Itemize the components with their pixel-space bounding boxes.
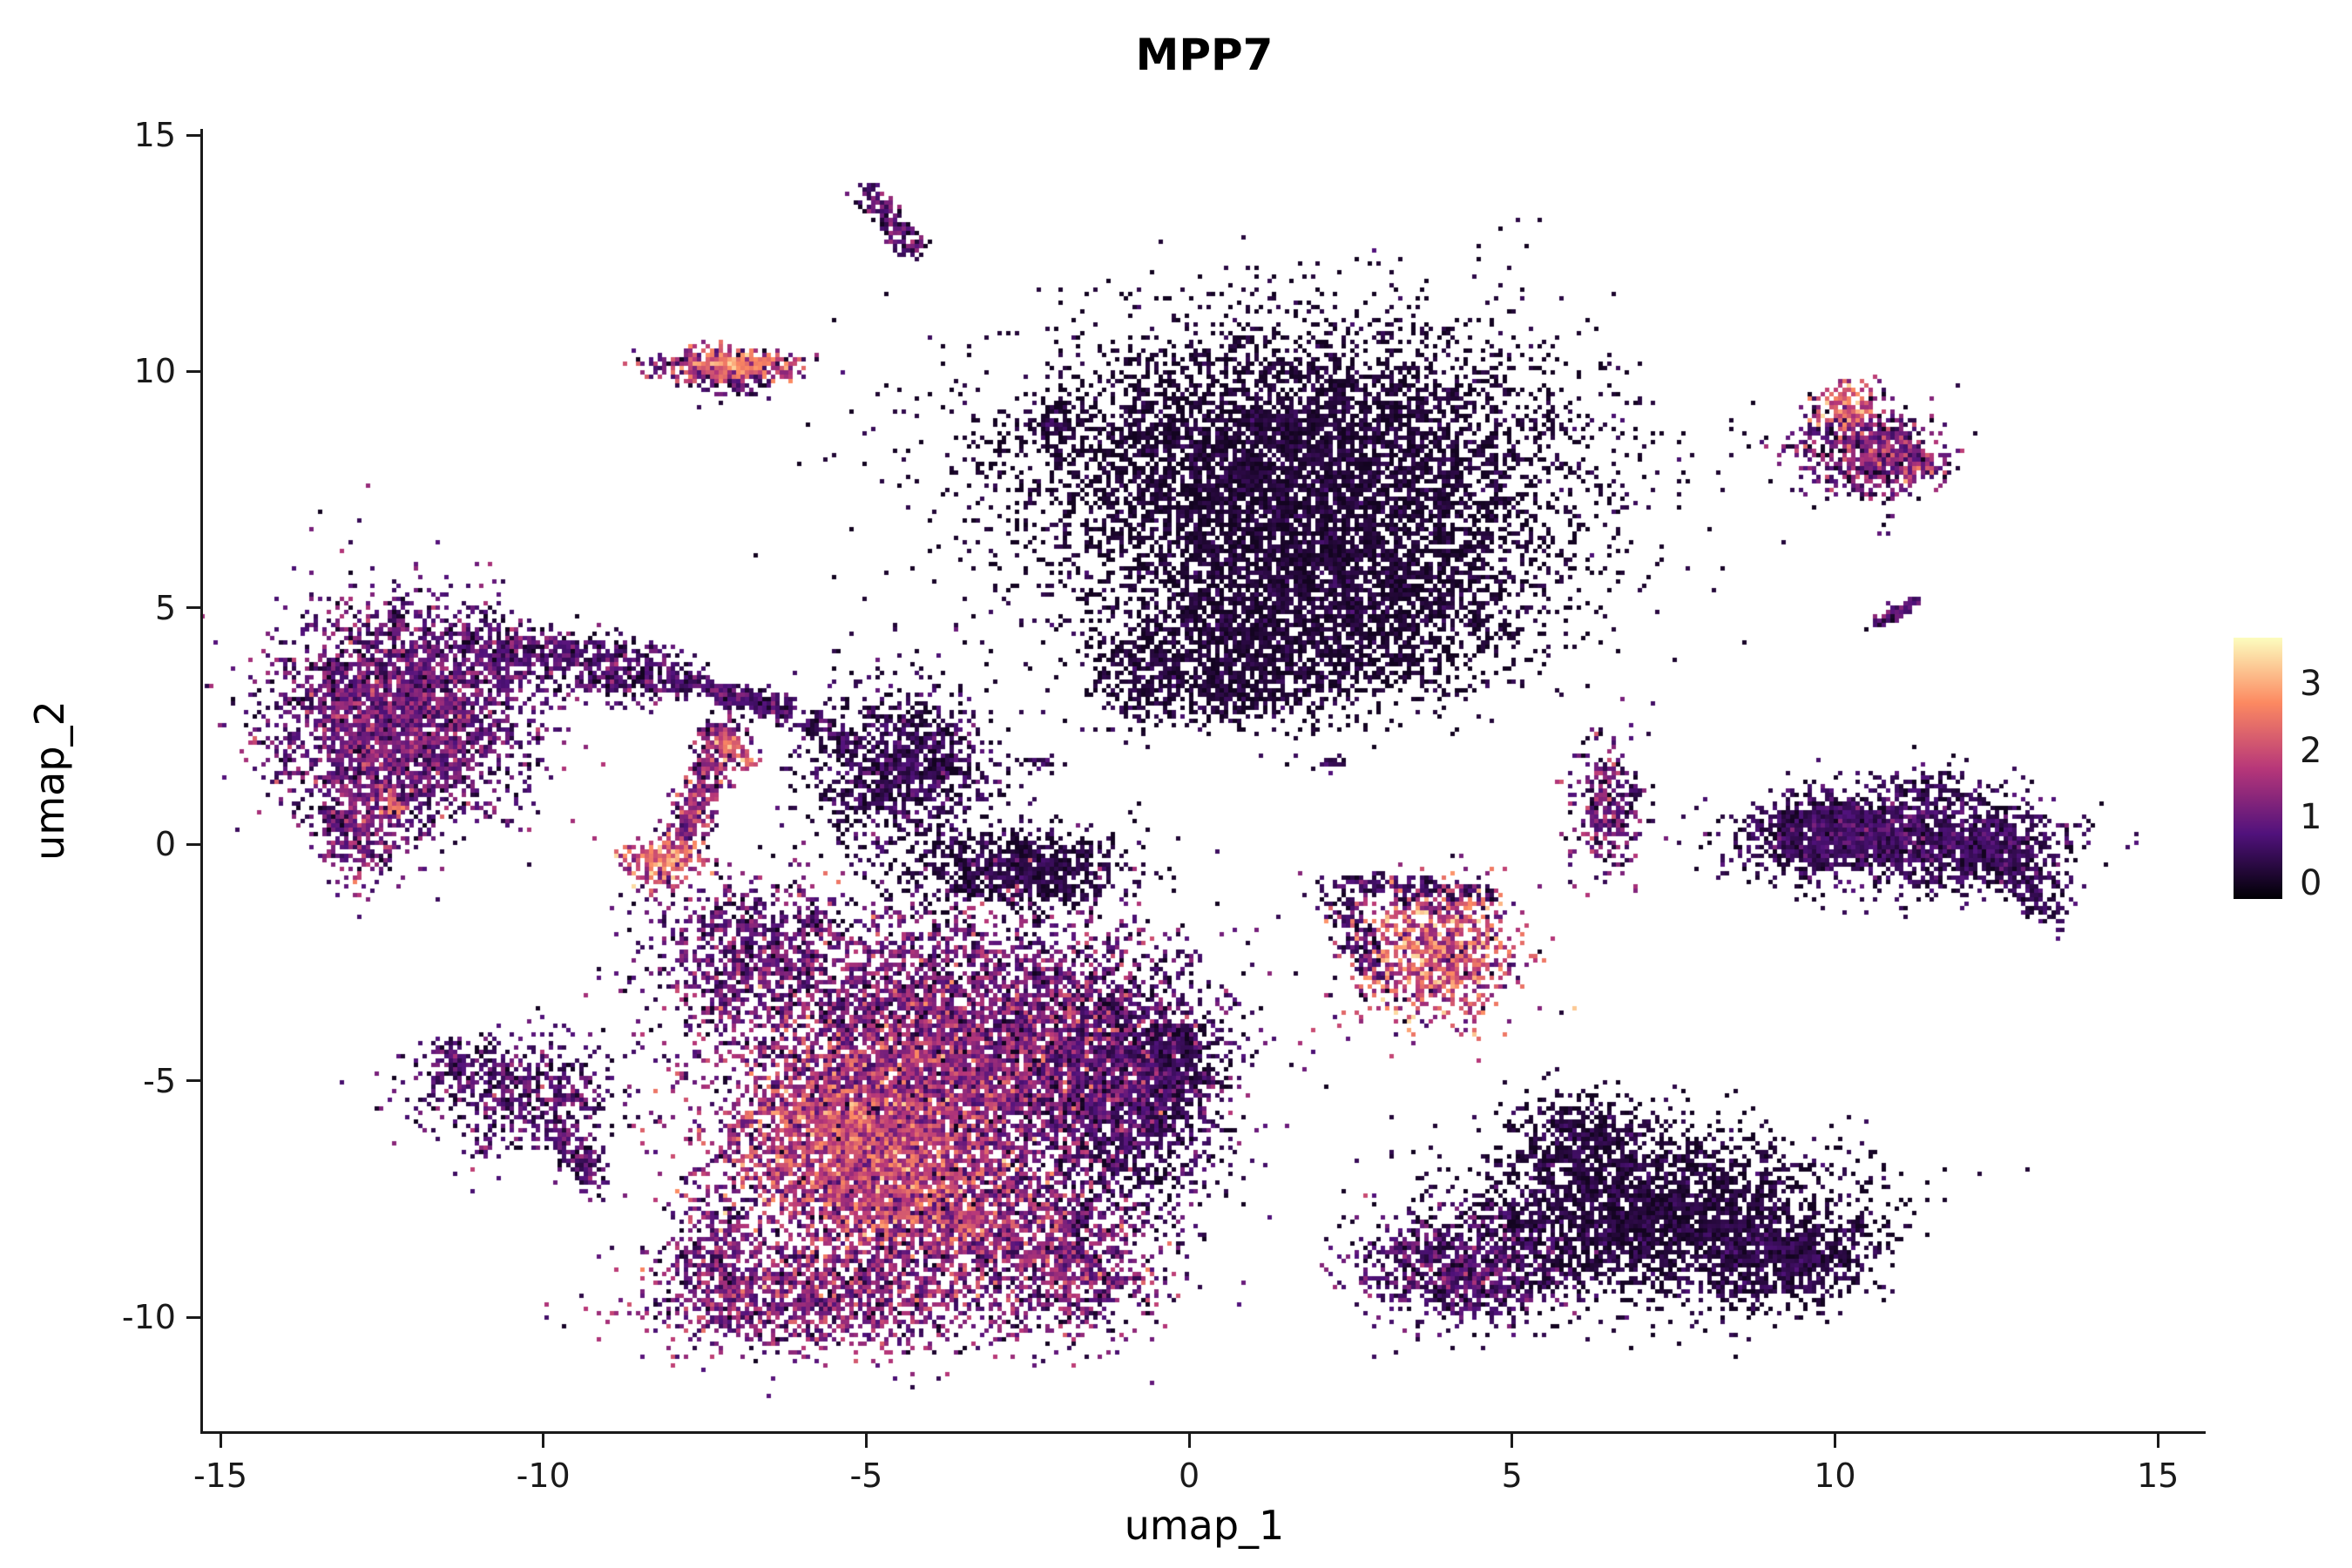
- y-axis-title: umap_2: [26, 700, 73, 861]
- x-tick-label: -10: [516, 1456, 571, 1495]
- y-tick-mark: [186, 606, 200, 610]
- x-tick-label: 15: [2136, 1456, 2180, 1495]
- y-tick-mark: [186, 133, 200, 137]
- colorbar-tick-label: 2: [2300, 730, 2322, 771]
- x-tick-label: 0: [1178, 1456, 1200, 1495]
- plot-title: MPP7: [1135, 30, 1274, 80]
- y-tick-label: 0: [154, 825, 176, 864]
- x-tick-label: -5: [849, 1456, 883, 1495]
- colorbar-tick-label: 3: [2300, 664, 2322, 705]
- x-tick-label: 10: [1814, 1456, 1856, 1495]
- x-tick-mark: [1833, 1434, 1836, 1448]
- x-tick-mark: [219, 1434, 222, 1448]
- x-tick-label: 5: [1501, 1456, 1523, 1495]
- y-tick-label: 5: [154, 588, 176, 627]
- y-tick-label: 15: [133, 116, 176, 155]
- colorbar-tick-label: 1: [2300, 797, 2322, 838]
- y-tick-mark: [186, 1315, 200, 1319]
- y-tick-label: 10: [133, 352, 176, 391]
- y-axis-line: [200, 129, 203, 1434]
- y-tick-label: -5: [143, 1061, 176, 1100]
- x-tick-mark: [2156, 1434, 2159, 1448]
- x-tick-mark: [1511, 1434, 1514, 1448]
- x-tick-label: -15: [193, 1456, 248, 1495]
- y-tick-mark: [186, 842, 200, 846]
- y-tick-label: -10: [121, 1298, 176, 1337]
- colorbar-gradient: [2234, 638, 2282, 899]
- x-axis-title: umap_1: [1124, 1502, 1285, 1549]
- x-tick-mark: [864, 1434, 868, 1448]
- x-tick-mark: [542, 1434, 545, 1448]
- y-tick-mark: [186, 369, 200, 373]
- x-axis-line: [200, 1431, 2206, 1434]
- x-tick-mark: [1187, 1434, 1191, 1448]
- colorbar-tick-label: 0: [2300, 863, 2322, 904]
- y-tick-mark: [186, 1079, 200, 1083]
